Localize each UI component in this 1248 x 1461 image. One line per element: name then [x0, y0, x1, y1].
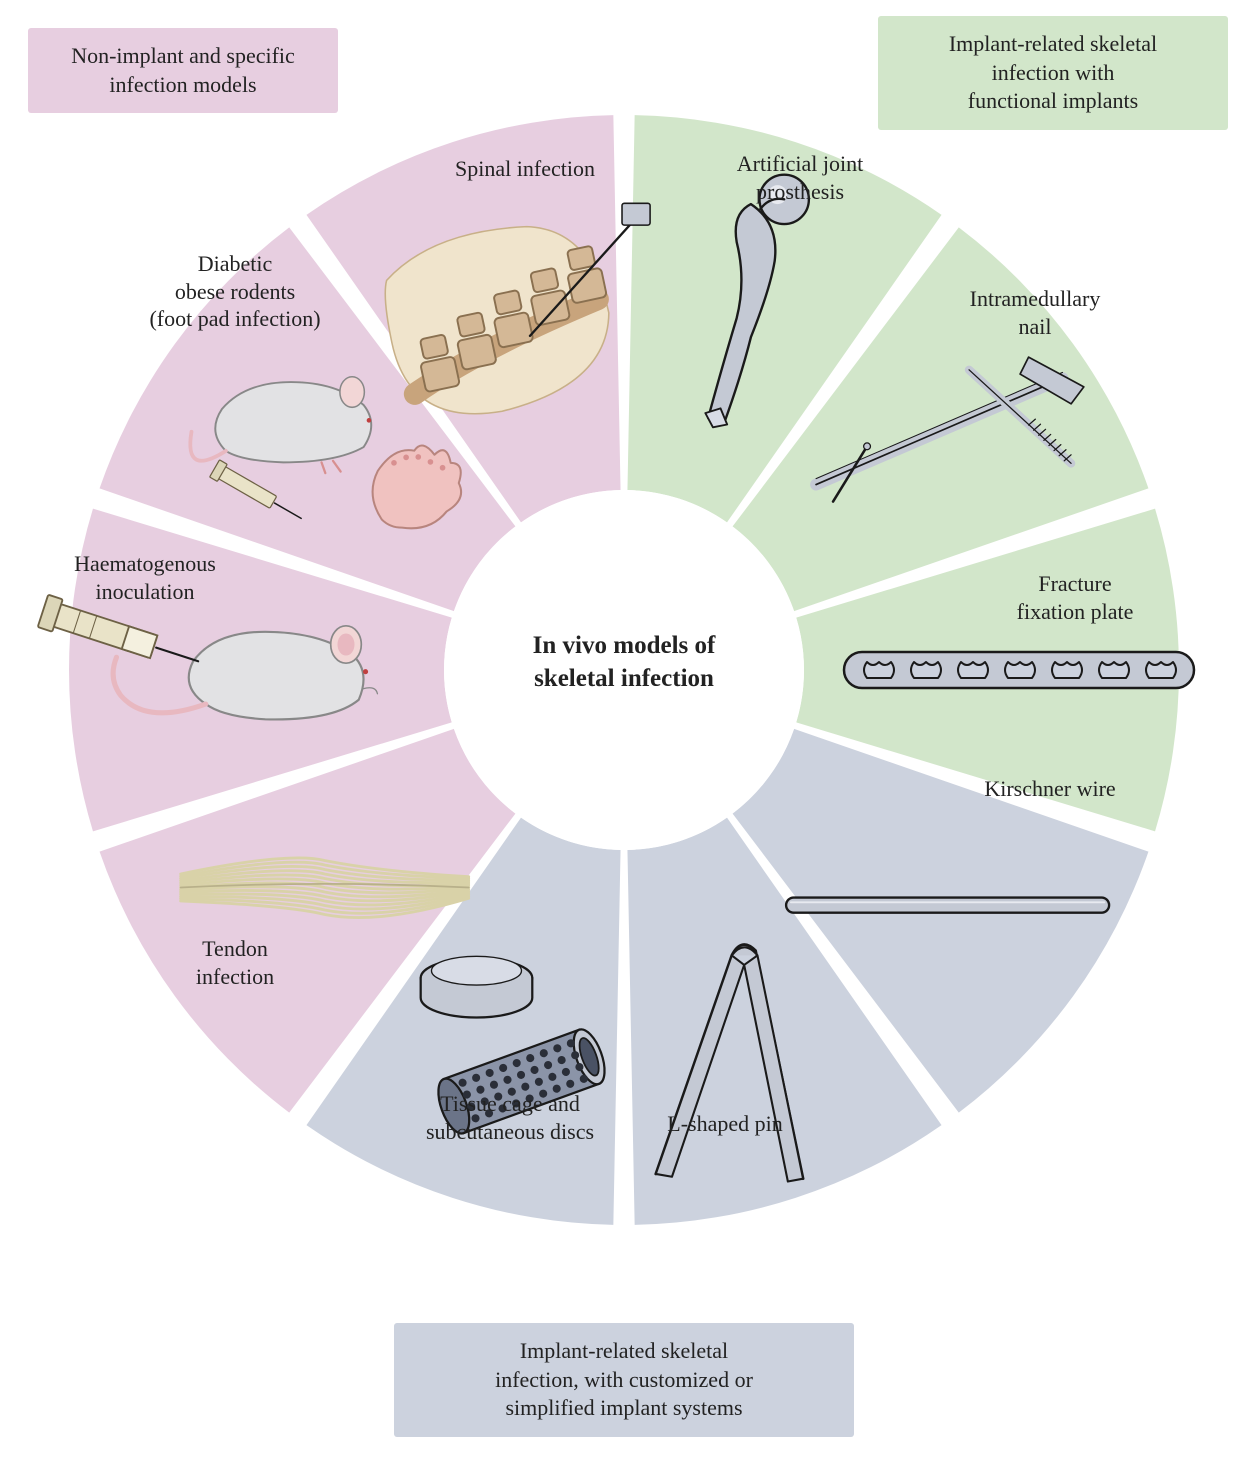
legend-simplified: Implant-related skeletalinfection, with … — [394, 1323, 854, 1437]
donut-chart: In vivo models ofskeletal infection Arti… — [0, 80, 1248, 1260]
kwire-icon — [786, 898, 1109, 913]
plate-icon — [844, 652, 1194, 688]
center-title: In vivo models ofskeletal infection — [474, 630, 774, 695]
legend-simplified-label: Implant-related skeletalinfection, with … — [495, 1338, 753, 1420]
